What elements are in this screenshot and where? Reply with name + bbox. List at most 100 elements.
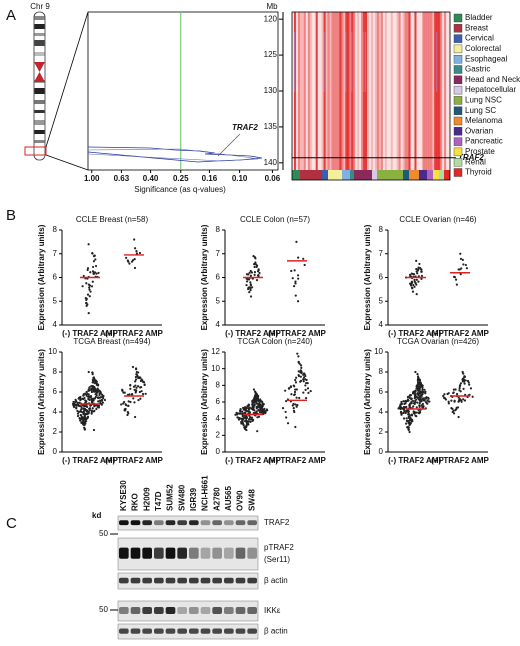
heatmap-column: [293, 12, 297, 170]
data-point: [292, 402, 295, 406]
data-point: [238, 409, 242, 413]
data-point: [415, 293, 418, 296]
gene-label: TRAF2: [232, 123, 258, 132]
data-point: [250, 271, 254, 274]
data-point: [100, 399, 104, 402]
data-point: [98, 399, 102, 402]
band: [119, 547, 129, 559]
tumor-type-bar: [372, 170, 377, 180]
cell-line-label: H2009: [142, 487, 151, 511]
data-point: [99, 396, 103, 399]
data-point: [98, 393, 101, 397]
data-point: [292, 285, 296, 288]
data-point: [442, 394, 445, 398]
data-point: [405, 405, 408, 409]
band: [189, 547, 199, 559]
data-point: [415, 278, 418, 281]
data-point: [88, 284, 92, 287]
data-point: [249, 274, 252, 277]
heatmap-column: [365, 32, 367, 92]
data-point: [246, 278, 250, 281]
band: [177, 520, 187, 526]
plot-title: CCLE Ovarian (n=46): [399, 215, 476, 224]
legend-swatch: [453, 96, 463, 105]
data-point: [422, 397, 425, 400]
data-point: [241, 419, 244, 423]
data-point: [80, 415, 83, 418]
data-point: [409, 282, 412, 285]
band: [130, 547, 141, 559]
data-point: [129, 387, 132, 390]
data-point: [133, 258, 136, 261]
band: [177, 607, 187, 614]
zoom-line: [45, 11, 89, 148]
data-point: [82, 274, 85, 278]
band: [200, 607, 211, 614]
data-point: [462, 398, 465, 401]
data-point: [427, 397, 430, 400]
data-point: [284, 410, 287, 414]
data-point: [463, 375, 466, 378]
data-point: [130, 393, 133, 396]
band: [130, 520, 141, 526]
data-point: [459, 273, 462, 276]
blot-strip: [117, 537, 259, 571]
heatmap-column: [315, 12, 318, 170]
data-point: [80, 410, 83, 414]
tumor-type-bar: [354, 170, 372, 180]
data-point: [403, 408, 406, 412]
legend-label: Pancreatic: [465, 137, 503, 146]
heatmap-column: [390, 12, 394, 170]
legend-swatch: [453, 137, 463, 146]
heatmap-column: [382, 12, 386, 170]
data-point: [77, 410, 81, 414]
data-point: [134, 384, 137, 387]
data-point: [253, 396, 256, 399]
data-point: [412, 405, 415, 408]
region-box: [24, 146, 47, 156]
data-point: [417, 411, 420, 414]
heatmap-column: [442, 12, 445, 170]
data-point: [247, 405, 250, 408]
data-point: [92, 376, 95, 379]
data-point: [413, 402, 416, 405]
data-point: [90, 399, 94, 402]
data-point: [297, 256, 300, 259]
data-point: [245, 421, 249, 424]
legend-label: Cervical: [465, 34, 494, 43]
legend-label: Hepatocellular: [465, 85, 516, 94]
data-point: [81, 285, 84, 288]
data-point: [135, 368, 138, 371]
legend-label: Melanoma: [465, 116, 503, 125]
data-point: [99, 392, 102, 395]
data-point: [93, 382, 97, 385]
heatmap-column: [404, 12, 407, 170]
heatmap-column: [420, 12, 423, 170]
blot-label: TRAF2: [264, 518, 290, 527]
data-point: [122, 391, 125, 394]
y-axis-label: Expression (Arbitrary units): [200, 349, 209, 455]
data-point: [299, 375, 302, 378]
data-point: [249, 295, 253, 298]
tumor-type-bar: [350, 170, 354, 180]
legend-swatch: [453, 13, 463, 23]
band: [189, 520, 199, 526]
data-point: [293, 393, 296, 397]
data-point: [309, 389, 312, 393]
data-point: [459, 257, 463, 260]
heatmap-column: [408, 12, 411, 170]
data-point: [91, 387, 94, 390]
panel-label: B: [6, 207, 16, 224]
data-point: [414, 389, 417, 393]
data-point: [95, 383, 99, 386]
data-point: [426, 399, 429, 402]
data-point: [253, 273, 256, 276]
data-point: [78, 404, 82, 408]
y-tick-label: 5: [216, 296, 221, 305]
x-axis-label: Significance (as q-values): [134, 185, 226, 194]
legend-label: Lung SC: [465, 106, 496, 115]
data-point: [90, 384, 93, 388]
data-point: [125, 403, 128, 407]
band: [165, 607, 176, 614]
data-point: [134, 391, 137, 394]
